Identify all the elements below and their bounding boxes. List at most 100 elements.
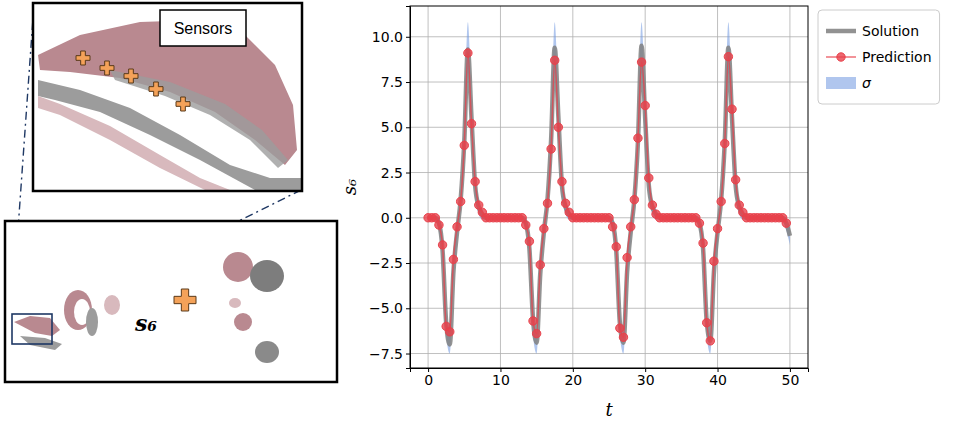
prediction-point [449,255,457,263]
prediction-point [438,241,446,249]
prediction-point [471,177,479,185]
vortex [250,260,284,292]
grid-line-x [572,6,573,368]
prediction-point [710,257,718,265]
solution-line [428,46,790,345]
y-tick-mark [406,354,410,355]
grid-line-x [717,6,718,368]
prediction-point [608,223,616,231]
figure: Sensorss₆01020304050−7.5−5.0−2.50.02.55.… [0,0,961,430]
plot-marks [424,22,791,353]
sensor [100,61,114,75]
probe-label: s₆ [134,310,157,336]
vortex [223,252,253,282]
y-tick-mark [406,173,410,174]
inset-frame [33,3,302,191]
y-tick: 2.5 [381,165,410,181]
prediction-point [648,201,656,209]
flow-panel: Sensors s₆ [5,3,337,382]
prediction-point [547,145,555,153]
axis-line [411,369,809,373]
x-tick: 10 [492,368,510,388]
x-axis-title: t [605,399,613,420]
x-tick-label: 0 [424,372,433,388]
sensor [149,82,163,96]
legend-swatch [826,29,856,34]
y-tick-label: −2.5 [369,255,403,271]
grid-line-y [410,263,808,264]
flow-frame [5,221,337,382]
prediction-point [529,317,537,325]
x-tick: 30 [637,368,655,388]
prediction-point [453,223,461,231]
legend-swatch [826,77,856,89]
legend-swatch [837,53,845,61]
y-tick-mark [406,127,410,128]
prediction-point [532,329,540,337]
prediction-point [731,176,739,184]
plot-frame [410,6,808,368]
x-tick-label: 20 [564,372,582,388]
vortex [255,341,279,363]
y-tick-label: 0.0 [381,210,403,226]
prediction-point [623,253,631,261]
wake-band [110,70,288,168]
y-tick-label: −5.0 [369,300,403,316]
vortex [104,295,120,315]
prediction-point [706,337,714,345]
prediction-point [728,105,736,113]
y-tick: −5.0 [369,300,410,316]
x-axis: 0 10 20 30 40 50 [411,368,809,388]
prediction-point [536,261,544,269]
x-tick: 50 [781,368,799,388]
sensor [76,51,90,65]
grid-line-y [410,172,808,173]
prediction-point [616,324,624,332]
prediction-point [724,52,732,60]
legend-frame [818,10,940,104]
vortex [229,298,241,308]
prediction-point [695,219,703,227]
y-tick: 7.5 [381,74,410,90]
prediction-point [721,139,729,147]
y-axis: −7.5−5.0−2.50.02.55.07.510.0 [369,7,411,369]
x-tick-label: 30 [637,372,655,388]
plot-bg [410,6,808,368]
y-tick-label: 7.5 [381,74,403,90]
y-tick-label: −7.5 [369,346,403,362]
y-tick-label: 2.5 [381,165,403,181]
prediction-point [645,174,653,182]
prediction-point [561,199,569,207]
legend-label: Prediction [862,49,932,65]
y-tick-mark [406,263,410,264]
prediction-point [435,221,443,229]
vortex [86,308,98,336]
prediction-point [540,224,548,232]
prediction-point [525,237,533,245]
probe [174,289,196,311]
y-tick-label: 10.0 [372,29,403,45]
sigma-band [428,22,790,353]
grid-line-x [789,6,790,368]
prediction-point [637,58,645,66]
legend-label: Solution [862,23,919,39]
y-tick: −2.5 [369,255,410,271]
prediction-point [460,141,468,149]
y-tick: −7.5 [369,346,410,362]
prediction-point [456,197,464,205]
prediction-point [612,243,620,251]
x-tick-label: 40 [709,372,727,388]
prediction-point [699,239,707,247]
prediction-point [627,223,635,231]
inset: Sensors [33,3,302,191]
y-tick-mark [406,218,410,219]
sensor [176,97,190,111]
prediction-point [554,123,562,131]
inset-title-box [160,10,246,46]
flow-bg [5,221,337,382]
vortex [234,313,252,331]
grid-line-y [410,36,808,37]
prediction-line [428,53,786,341]
prediction-point [782,219,790,227]
prediction-point [630,195,638,203]
